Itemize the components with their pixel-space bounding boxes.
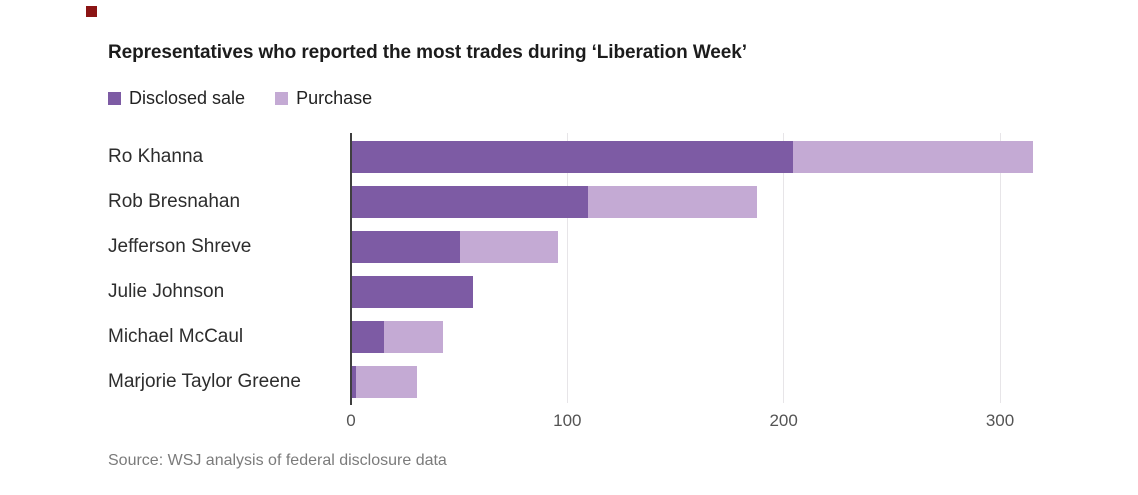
category-label: Ro Khanna [108,145,204,167]
legend: Disclosed sale Purchase [108,88,372,109]
chart-title: Representatives who reported the most tr… [108,42,747,63]
category-label: Marjorie Taylor Greene [108,370,301,392]
legend-item-disclosed-sale: Disclosed sale [108,88,245,109]
bar-segment-disclosed-sale [352,230,461,263]
x-tick-label-200: 200 [769,411,798,430]
bar-segment-purchase [460,230,558,263]
bar-segment-purchase [793,140,1034,173]
bar-segment-purchase [356,365,417,398]
x-tick-label-100: 100 [553,411,582,430]
gridline-x-200 [783,133,785,403]
gridline-x-100 [566,133,568,403]
legend-item-purchase: Purchase [275,88,372,109]
bar-segment-disclosed-sale [352,320,385,353]
gridline-x-300 [999,133,1001,403]
bar-segment-purchase [587,185,757,218]
bar-segment-purchase [384,320,443,353]
bar-segment-disclosed-sale [352,365,357,398]
legend-label-purchase: Purchase [296,88,373,108]
category-label: Julie Johnson [108,280,225,302]
y-axis-line [350,133,352,405]
legend-swatch-purchase-icon [275,92,289,105]
legend-label-disclosed-sale: Disclosed sale [129,88,246,108]
category-label: Jefferson Shreve [108,235,252,257]
bar-segment-disclosed-sale [352,275,474,308]
legend-swatch-sale-icon [108,92,121,105]
brand-mark [86,6,97,17]
category-label: Michael McCaul [108,325,244,347]
chart-area: 0 100 200 300 Ro Khanna Rob Bresnahan Jefferso… [0,133,1138,433]
bar-segment-disclosed-sale [352,140,794,173]
source-note: Source: WSJ analysis of federal disclosu… [108,452,447,469]
x-tick-label-0: 0 [346,411,356,430]
category-label: Rob Bresnahan [108,190,241,212]
x-tick-label-300: 300 [985,411,1015,430]
bar-segment-disclosed-sale [352,185,588,218]
